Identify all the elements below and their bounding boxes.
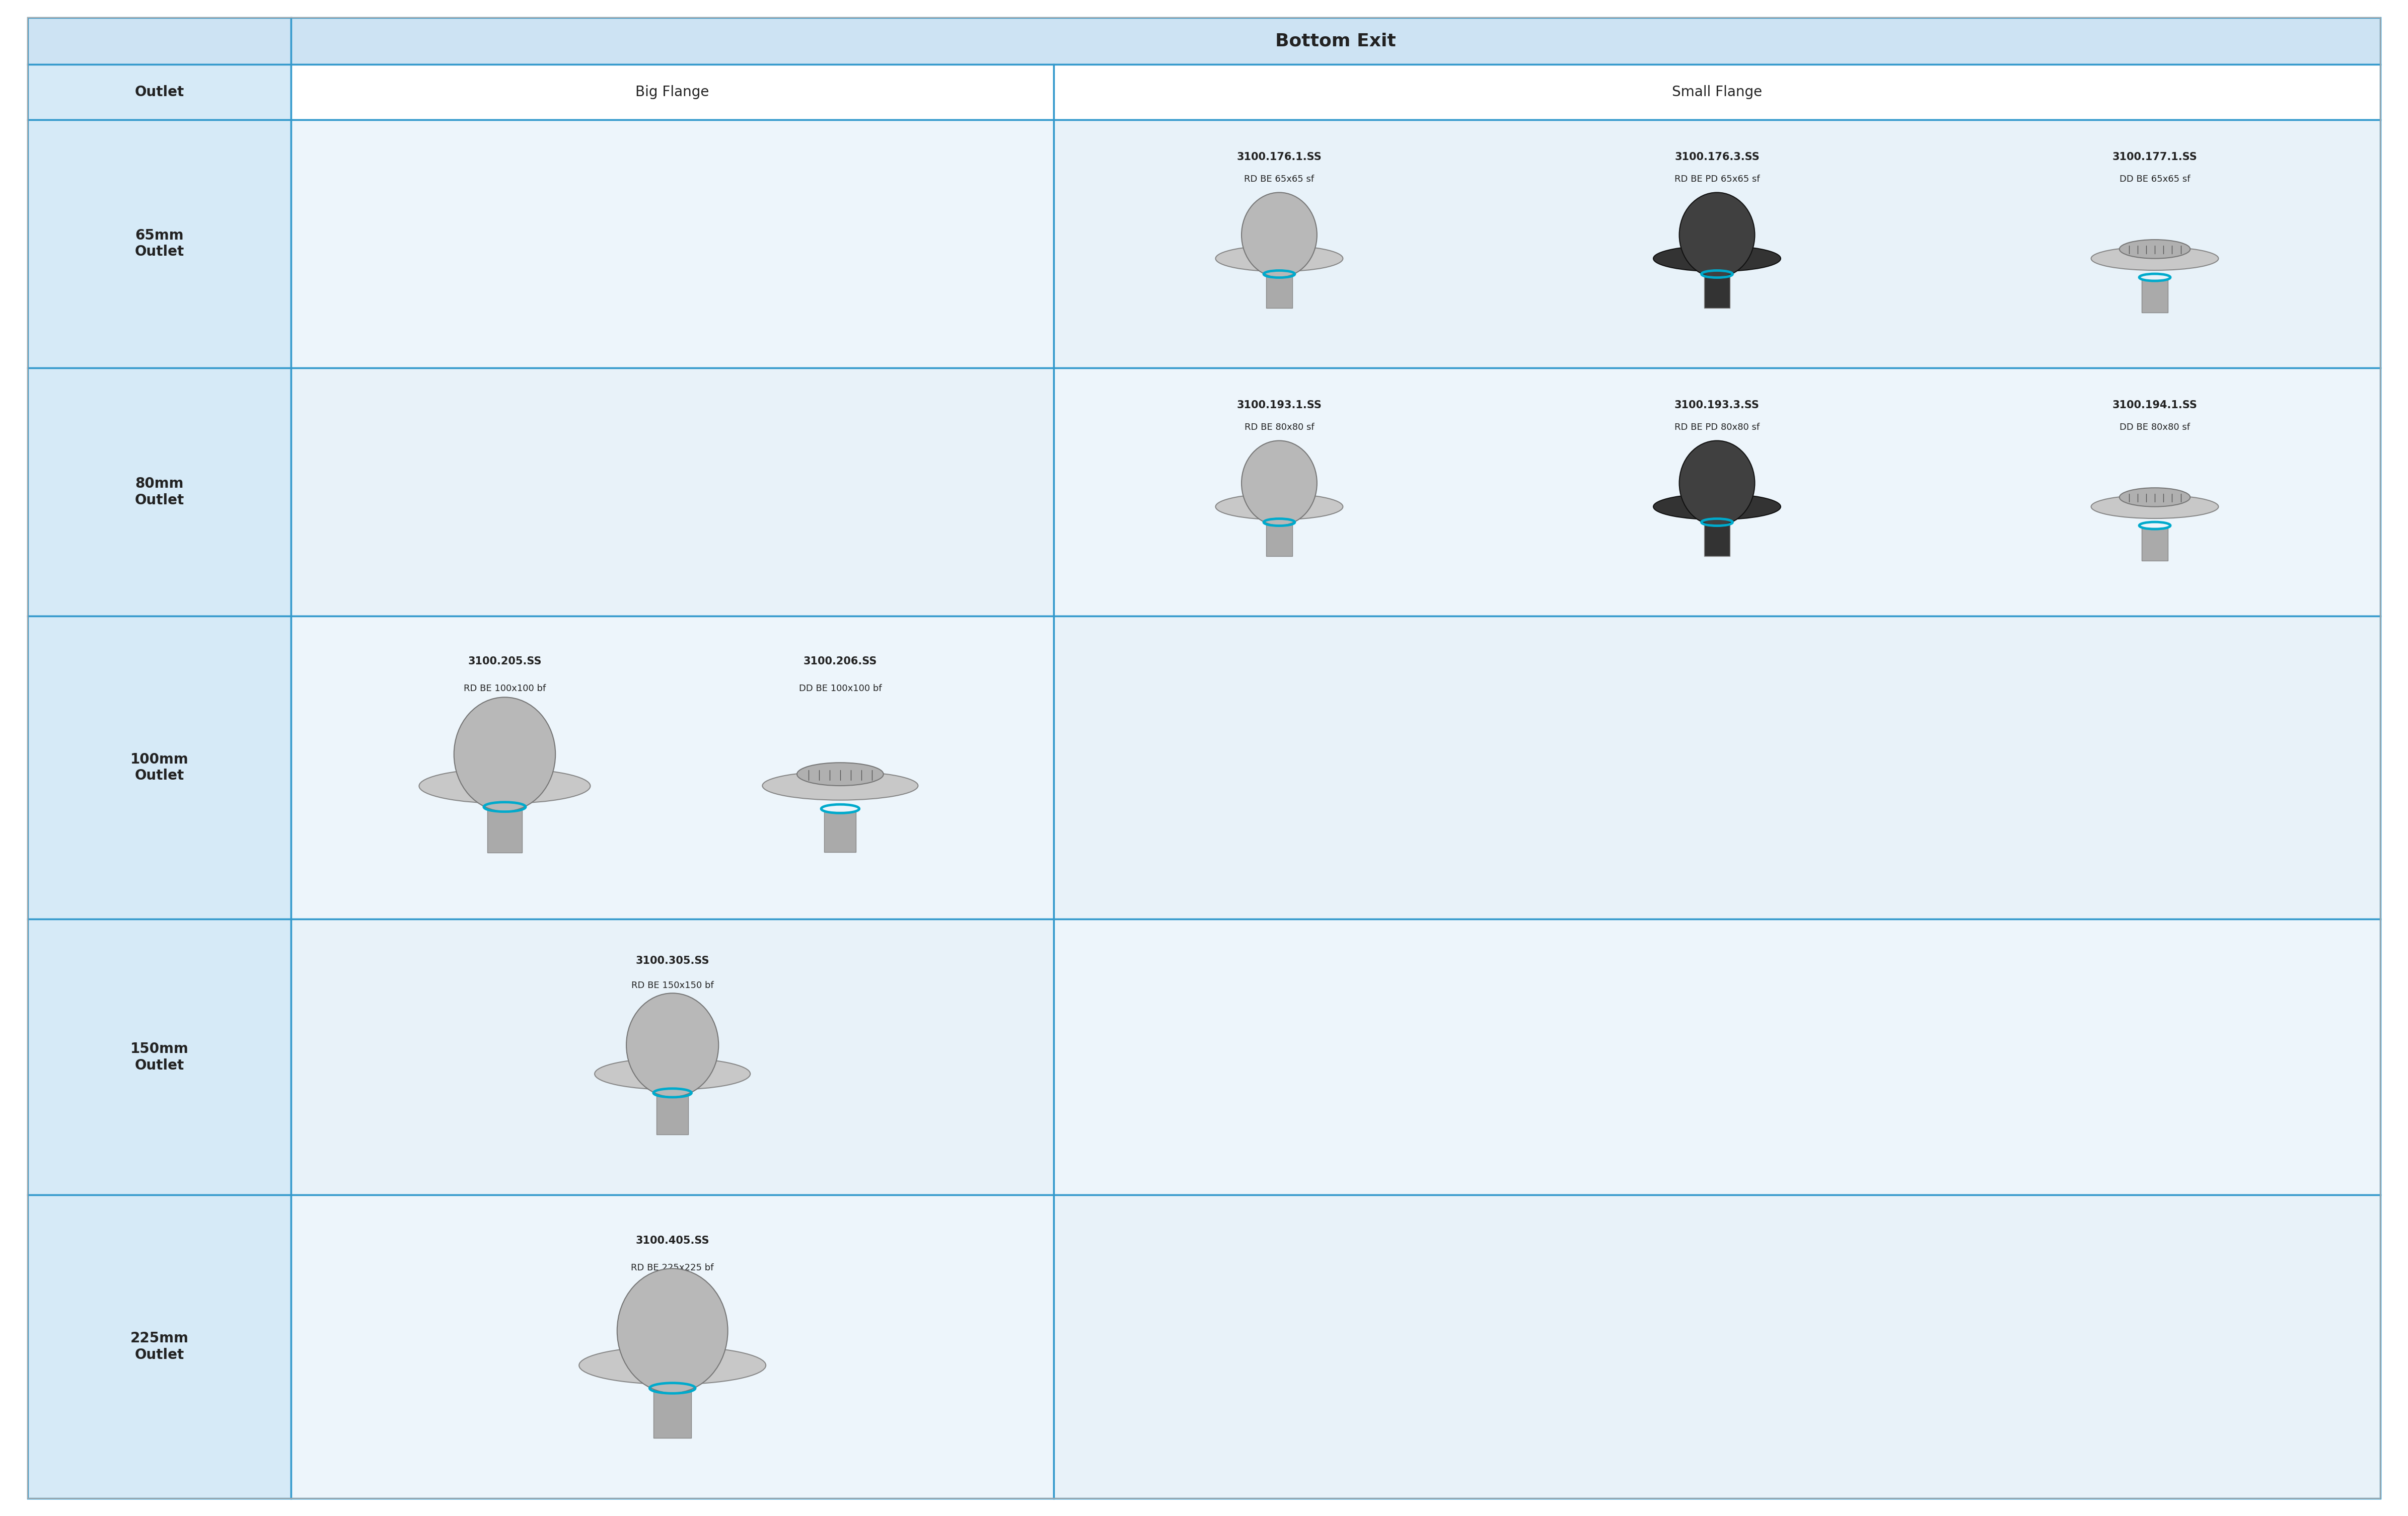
Ellipse shape <box>1678 193 1755 277</box>
Text: 225mm
Outlet: 225mm Outlet <box>130 1331 188 1361</box>
Ellipse shape <box>455 697 556 811</box>
Text: RD BE 225x225 bf: RD BE 225x225 bf <box>631 1263 713 1272</box>
Bar <box>1705 274 1729 308</box>
Text: Bottom Exit: Bottom Exit <box>1276 32 1397 50</box>
Ellipse shape <box>1678 441 1755 526</box>
Text: 3100.193.1.SS: 3100.193.1.SS <box>1238 400 1322 409</box>
Bar <box>486 808 523 852</box>
Ellipse shape <box>1216 494 1344 520</box>
Bar <box>1055 120 2382 368</box>
Bar <box>824 811 857 852</box>
Bar <box>657 1095 689 1134</box>
Bar <box>26 1195 291 1498</box>
Ellipse shape <box>797 763 884 785</box>
Bar <box>1267 523 1293 556</box>
Bar <box>2141 280 2167 312</box>
Ellipse shape <box>616 1269 727 1393</box>
Bar <box>1055 919 2382 1195</box>
Ellipse shape <box>626 993 718 1098</box>
Bar <box>26 65 291 120</box>
Text: DD BE 80x80 sf: DD BE 80x80 sf <box>2119 423 2189 432</box>
Bar <box>1267 274 1293 308</box>
Text: RD BE PD 80x80 sf: RD BE PD 80x80 sf <box>1674 423 1760 432</box>
Text: 3100.194.1.SS: 3100.194.1.SS <box>2112 400 2196 409</box>
Text: RD BE 100x100 bf: RD BE 100x100 bf <box>465 684 547 693</box>
Ellipse shape <box>1654 246 1780 271</box>
Text: DD BE 100x100 bf: DD BE 100x100 bf <box>799 684 881 693</box>
Ellipse shape <box>2090 247 2218 270</box>
Ellipse shape <box>2090 494 2218 518</box>
Bar <box>1055 1195 2382 1498</box>
Bar <box>291 1195 1055 1498</box>
Bar <box>26 919 291 1195</box>
Bar <box>26 120 291 368</box>
Text: 65mm
Outlet: 65mm Outlet <box>135 229 183 259</box>
Bar <box>26 615 291 919</box>
Text: 3100.206.SS: 3100.206.SS <box>804 656 877 667</box>
Ellipse shape <box>1243 193 1317 277</box>
Bar <box>291 368 1055 615</box>
Ellipse shape <box>1654 494 1780 520</box>
Ellipse shape <box>595 1058 751 1090</box>
Text: 3100.305.SS: 3100.305.SS <box>636 955 710 966</box>
Ellipse shape <box>2119 488 2191 506</box>
Text: RD BE PD 65x65 sf: RD BE PD 65x65 sf <box>1674 174 1760 183</box>
Text: 3100.193.3.SS: 3100.193.3.SS <box>1674 400 1760 409</box>
Ellipse shape <box>2119 240 2191 259</box>
Text: 80mm
Outlet: 80mm Outlet <box>135 476 183 508</box>
Bar <box>1055 368 2382 615</box>
Bar <box>26 18 291 65</box>
Text: 3100.177.1.SS: 3100.177.1.SS <box>2112 152 2196 162</box>
Ellipse shape <box>578 1346 766 1384</box>
Text: RD BE 150x150 bf: RD BE 150x150 bf <box>631 981 713 990</box>
Bar <box>1705 523 1729 556</box>
Bar <box>26 368 291 615</box>
Ellipse shape <box>419 769 590 803</box>
Text: 3100.176.3.SS: 3100.176.3.SS <box>1674 152 1760 162</box>
Text: RD BE 65x65 sf: RD BE 65x65 sf <box>1245 174 1315 183</box>
Text: Small Flange: Small Flange <box>1671 85 1763 99</box>
Text: 3100.205.SS: 3100.205.SS <box>467 656 542 667</box>
Bar <box>1055 65 2382 120</box>
Text: 150mm
Outlet: 150mm Outlet <box>130 1041 188 1072</box>
Bar <box>291 65 1055 120</box>
Text: RD BE 80x80 sf: RD BE 80x80 sf <box>1245 423 1315 432</box>
Text: Outlet: Outlet <box>135 85 183 99</box>
Text: 3100.176.1.SS: 3100.176.1.SS <box>1238 152 1322 162</box>
Ellipse shape <box>1216 246 1344 271</box>
Text: 3100.405.SS: 3100.405.SS <box>636 1236 710 1246</box>
Ellipse shape <box>763 772 917 800</box>
Bar <box>291 615 1055 919</box>
Ellipse shape <box>1243 441 1317 526</box>
Text: Big Flange: Big Flange <box>636 85 710 99</box>
Bar <box>2141 528 2167 561</box>
Bar <box>291 18 2382 65</box>
Bar <box>291 919 1055 1195</box>
Bar <box>1055 615 2382 919</box>
Bar <box>291 120 1055 368</box>
Bar <box>653 1390 691 1439</box>
Text: 100mm
Outlet: 100mm Outlet <box>130 752 188 782</box>
Text: DD BE 65x65 sf: DD BE 65x65 sf <box>2119 174 2191 183</box>
